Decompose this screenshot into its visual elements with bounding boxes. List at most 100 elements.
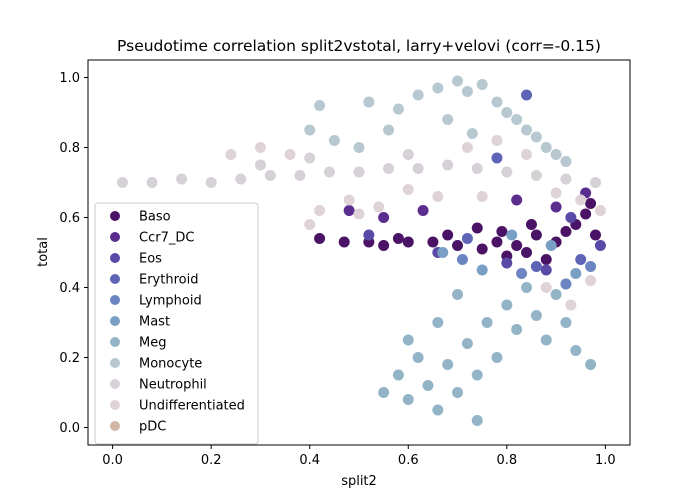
point-undifferentiated-14 xyxy=(540,282,552,293)
legend-box xyxy=(94,202,259,445)
point-baso-19 xyxy=(471,222,483,234)
legend-label-erythroid: Erythroid xyxy=(139,273,198,288)
point-undifferentiated-0 xyxy=(225,149,237,160)
point-undifferentiated-9 xyxy=(491,135,503,146)
point-meg-16 xyxy=(540,334,552,346)
y-tick-label-4: 0.8 xyxy=(59,141,80,156)
point-meg-23 xyxy=(402,334,414,346)
point-monocyte-19 xyxy=(304,124,316,136)
point-monocyte-7 xyxy=(476,79,488,90)
legend-marker-eos xyxy=(110,253,120,263)
x-tick-label-0: 0.0 xyxy=(102,453,123,468)
point-meg-3 xyxy=(412,352,424,363)
point-undifferentiated-11 xyxy=(550,187,562,199)
point-meg-11 xyxy=(491,352,503,363)
point-neutrophil-16 xyxy=(590,177,602,188)
point-baso-12 xyxy=(530,229,542,241)
point-mast-2 xyxy=(506,229,518,241)
point-monocyte-6 xyxy=(461,86,473,97)
point-meg-12 xyxy=(501,299,513,311)
point-erythroid-3 xyxy=(575,254,587,265)
point-meg-2 xyxy=(402,394,414,405)
point-baso-23 xyxy=(525,219,537,230)
y-axis-label: total xyxy=(36,237,51,267)
point-neutrophil-3 xyxy=(205,177,217,188)
legend-label-undifferentiated: Undifferentiated xyxy=(139,399,245,414)
point-meg-7 xyxy=(452,387,464,398)
legend-marker-mast xyxy=(110,316,120,326)
y-tick-label-1: 0.2 xyxy=(59,351,80,366)
point-ccr7-dc-4 xyxy=(550,201,562,213)
legend-marker-neutrophil xyxy=(110,379,120,389)
point-monocyte-0 xyxy=(314,100,326,111)
legend-label-mast: Mast xyxy=(139,315,170,330)
point-neutrophil-9 xyxy=(383,163,395,174)
point-neutrophil-5 xyxy=(264,170,276,181)
point-erythroid-2 xyxy=(530,261,542,272)
point-monocyte-14 xyxy=(550,149,562,160)
point-undifferentiated-7 xyxy=(432,191,444,202)
point-baso-7 xyxy=(476,243,488,255)
point-undifferentiated-3 xyxy=(314,205,326,216)
point-neutrophil-13 xyxy=(501,166,513,178)
point-baso-18 xyxy=(585,198,597,209)
point-lymphoid-2 xyxy=(560,278,572,290)
point-eos-5 xyxy=(594,240,606,251)
point-baso-24 xyxy=(496,226,508,237)
point-undifferentiated-10 xyxy=(521,149,533,160)
legend-label-baso: Baso xyxy=(139,210,171,225)
point-lymphoid-3 xyxy=(585,261,597,272)
legend-marker-erythroid xyxy=(110,274,120,284)
point-neutrophil-19 xyxy=(402,149,414,160)
point-meg-4 xyxy=(422,380,434,391)
point-undifferentiated-5 xyxy=(373,201,385,213)
point-meg-20 xyxy=(432,317,444,328)
point-neutrophil-12 xyxy=(471,163,483,174)
point-baso-11 xyxy=(521,247,533,258)
point-monocyte-2 xyxy=(392,103,404,115)
point-neutrophil-8 xyxy=(353,166,365,178)
legend-label-lymphoid: Lymphoid xyxy=(139,294,202,309)
point-monocyte-9 xyxy=(501,107,513,118)
x-tick-label-1: 0.2 xyxy=(201,453,222,468)
point-ccr7-dc-0 xyxy=(343,205,355,216)
points-layer xyxy=(116,75,606,426)
point-undifferentiated-15 xyxy=(565,299,577,311)
legend-label-meg: Meg xyxy=(139,336,166,351)
point-baso-8 xyxy=(491,236,503,248)
point-meg-13 xyxy=(511,324,523,335)
point-baso-10 xyxy=(511,240,523,251)
point-meg-18 xyxy=(560,317,572,328)
point-ccr7-dc-2 xyxy=(417,205,429,216)
point-erythroid-0 xyxy=(521,89,533,101)
point-baso-21 xyxy=(442,229,454,241)
point-baso-13 xyxy=(540,254,552,265)
point-monocyte-1 xyxy=(363,96,375,108)
x-tick-label-3: 0.6 xyxy=(398,453,419,468)
ticks-layer: 0.0 0.2 0.4 0.6 0.8 1.0 0.0 0.2 0.4 0.6 0.8 1.0 xyxy=(59,71,615,468)
point-monocyte-21 xyxy=(353,142,365,153)
point-meg-10 xyxy=(481,317,493,328)
point-undifferentiated-4 xyxy=(343,194,355,206)
legend-marker-baso xyxy=(110,211,120,221)
chart-title: Pseudotime correlation split2vstotal, la… xyxy=(117,37,601,55)
point-neutrophil-6 xyxy=(294,170,306,181)
point-eos-3 xyxy=(540,264,552,276)
y-tick-label-0: 0.0 xyxy=(59,421,80,436)
x-tick-label-5: 1.0 xyxy=(595,453,616,468)
x-tick-label-4: 0.8 xyxy=(496,453,517,468)
point-neutrophil-0 xyxy=(116,177,128,188)
point-meg-8 xyxy=(461,338,473,349)
point-undifferentiated-2 xyxy=(284,149,296,160)
legend: Baso Ccr7_DC Eos Erythroid Lymphoid Mast Meg Mo… xyxy=(94,202,259,445)
point-erythroid-4 xyxy=(461,233,473,244)
point-meg-5 xyxy=(432,404,444,416)
legend-marker-meg xyxy=(110,337,120,347)
point-neutrophil-15 xyxy=(560,173,572,185)
legend-label-ccr7-dc: Ccr7_DC xyxy=(139,231,194,246)
point-undifferentiated-16 xyxy=(585,275,597,286)
point-monocyte-4 xyxy=(432,82,444,94)
point-undifferentiated-12 xyxy=(575,194,587,206)
point-baso-6 xyxy=(452,240,464,251)
